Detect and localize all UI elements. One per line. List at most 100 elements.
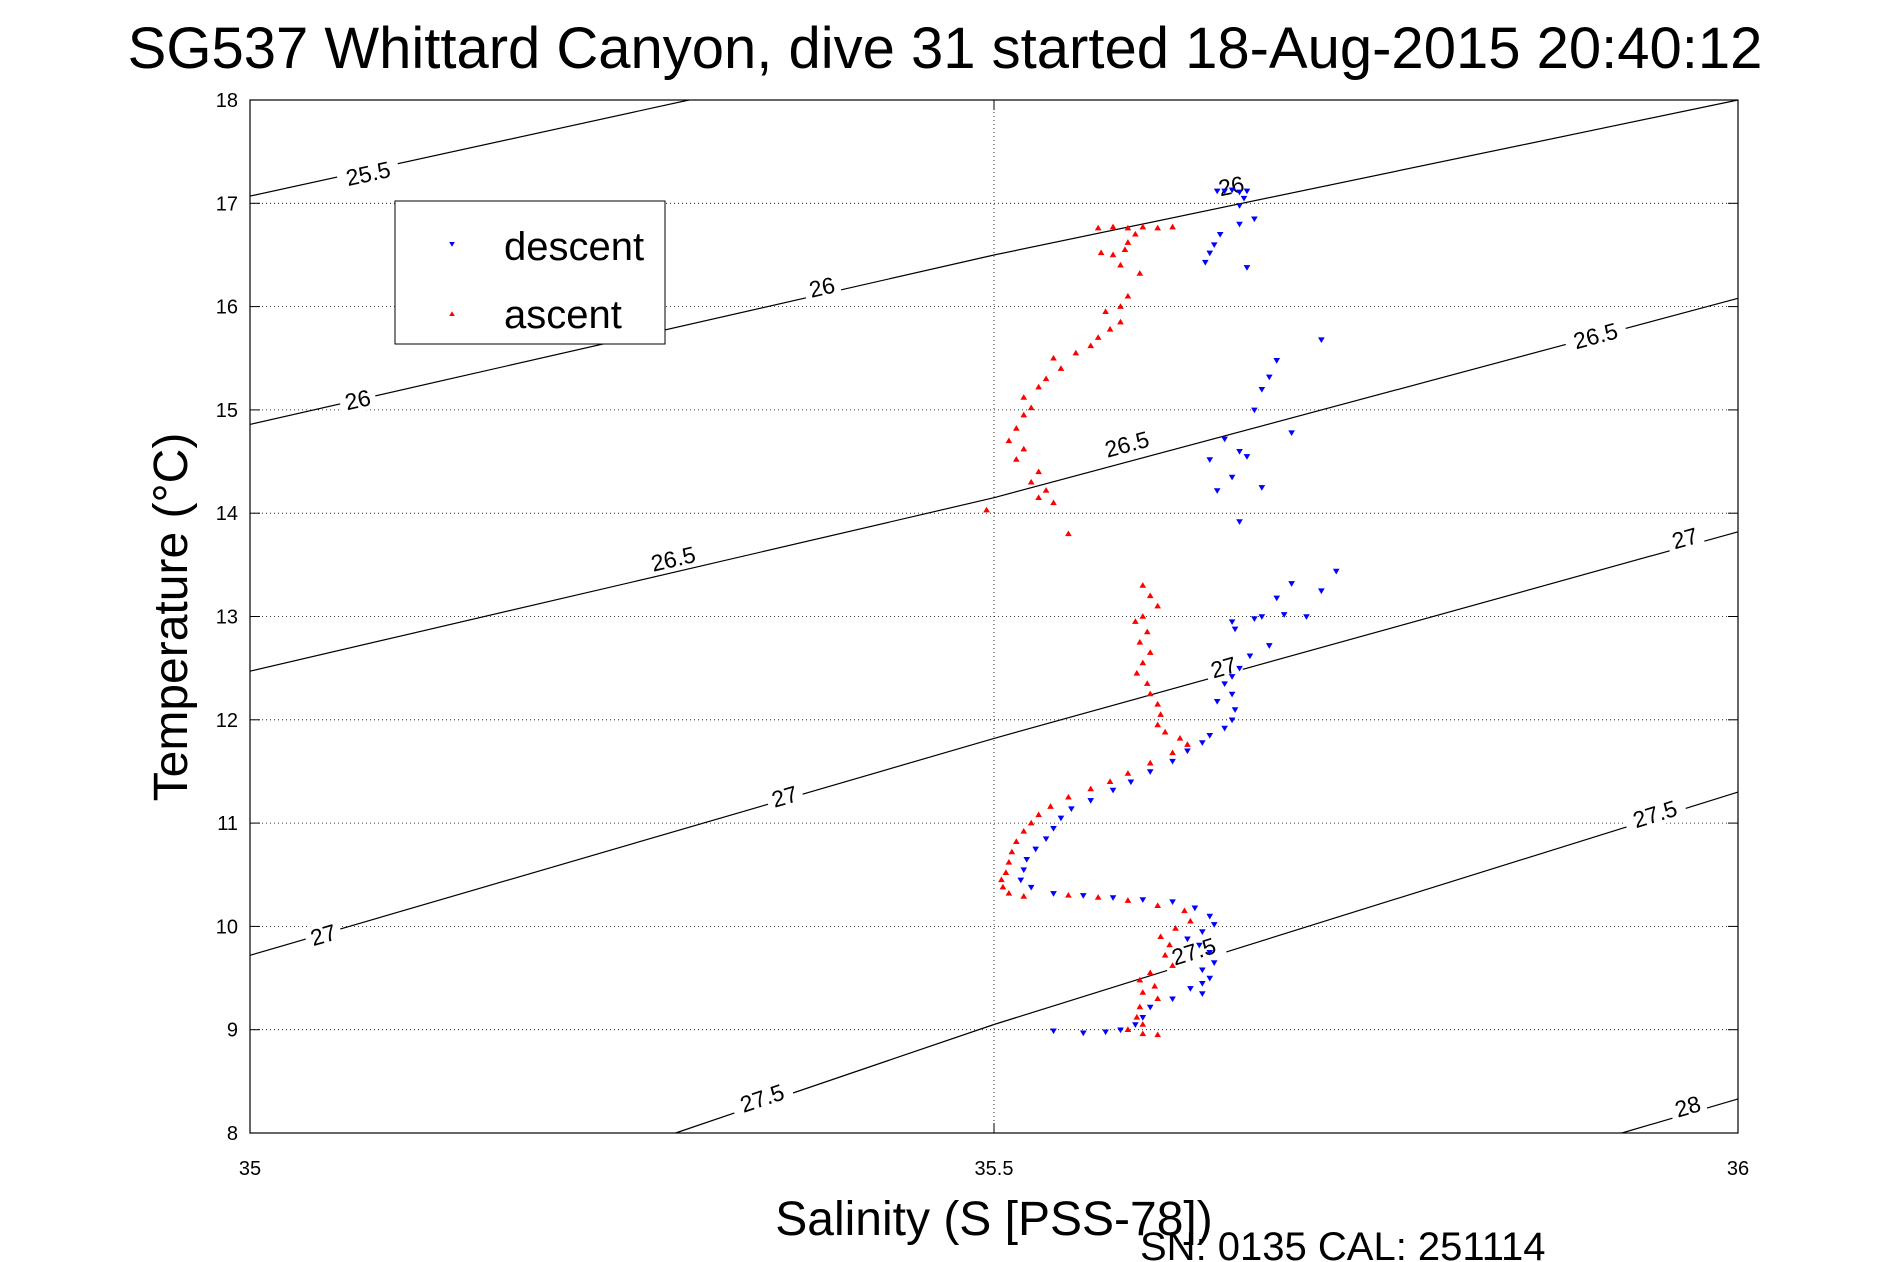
descent-point-65	[1050, 891, 1057, 897]
ascent-point-27	[1020, 411, 1028, 418]
ascent-point-67	[1012, 838, 1020, 844]
descent-point-77	[1210, 960, 1218, 966]
descent-point-33	[1303, 614, 1310, 620]
contour-label-bg-11	[1621, 793, 1689, 835]
descent-point-1	[1221, 188, 1228, 195]
x-axis-label: Salinity (S [PSS-78])	[775, 1193, 1212, 1246]
ascent-point-69	[1005, 858, 1013, 865]
ascent-point-36	[1050, 499, 1057, 506]
descent-point-30	[1318, 588, 1325, 595]
density-contour-3	[249, 531, 1739, 956]
descent-point-35	[1251, 616, 1258, 622]
descent-point-52	[1146, 769, 1154, 775]
legend: descent ascent	[394, 200, 666, 345]
descent-point-23	[1206, 457, 1214, 463]
contour-label-2: 26	[807, 272, 838, 303]
descent-point-6	[1236, 203, 1243, 209]
ascent-point-74	[1020, 893, 1028, 899]
ascent-point-87	[1136, 976, 1144, 983]
descent-point-7	[1251, 216, 1258, 223]
ascent-point-42	[1139, 613, 1147, 619]
ascent-point-48	[1133, 669, 1141, 676]
descent-point-70	[1191, 905, 1199, 912]
ascent-point-28	[1012, 425, 1020, 431]
contour-label-bg-12	[1160, 930, 1227, 973]
ascent-point-61	[1087, 785, 1095, 792]
ascent-point-40	[1146, 592, 1154, 599]
y-axis-label: Temperature (°C)	[145, 433, 198, 802]
ascent-point-34	[1042, 487, 1050, 493]
ascent-point-6	[1132, 230, 1139, 237]
ascent-point-10	[1097, 249, 1105, 256]
ascent-point-49	[1143, 680, 1151, 686]
descent-point-28	[1332, 568, 1340, 575]
ascent-point-44	[1143, 628, 1151, 635]
descent-point-47	[1221, 725, 1228, 732]
contour-label-bg-14	[1667, 1089, 1709, 1124]
ascent-point-79	[1181, 907, 1188, 914]
ascent-point-35	[1035, 494, 1042, 500]
ascent-point-72	[999, 883, 1007, 890]
descent-point-64	[1027, 884, 1035, 891]
ascent-point-32	[1035, 468, 1042, 475]
ascent-point-94	[1124, 1026, 1132, 1032]
density-contour-2	[249, 297, 1739, 672]
y-tick-label-2: 10	[216, 916, 238, 938]
descent-point-37	[1231, 626, 1239, 633]
descent-point-76	[1206, 949, 1214, 956]
ascent-point-39	[1139, 582, 1147, 588]
y-tick-label-1: 9	[227, 1020, 238, 1042]
ascent-point-71	[998, 876, 1005, 883]
descent-point-61	[1023, 856, 1031, 863]
y-tick-label-5: 13	[216, 607, 238, 629]
ascent-point-29	[1005, 437, 1013, 444]
chart-title: SG537 Whittard Canyon, dive 31 started 1…	[128, 16, 1763, 81]
ascent-point-86	[1146, 969, 1154, 976]
ascent-point-4	[1154, 224, 1162, 231]
descent-point-88	[1102, 1029, 1109, 1036]
contour-label-group-1: 26	[1211, 170, 1252, 202]
ascent-point-20	[1072, 349, 1080, 356]
descent-point-38	[1265, 643, 1273, 649]
ascent-point-58	[1146, 759, 1154, 766]
descent-point-59	[1042, 836, 1050, 842]
descent-point-60	[1032, 846, 1039, 853]
ascent-point-84	[1161, 951, 1169, 958]
ascent-point-24	[1035, 383, 1042, 390]
descent-point-41	[1228, 674, 1236, 680]
descent-point-50	[1184, 748, 1191, 755]
ascent-point-96	[1154, 1031, 1162, 1038]
descent-point-39	[1246, 653, 1254, 660]
descent-point-68	[1139, 897, 1147, 903]
ascent-point-85	[1169, 962, 1176, 968]
ascent-point-12	[1136, 270, 1144, 276]
descent-point-3	[1236, 189, 1243, 196]
ascent-point-17	[1106, 325, 1114, 332]
ascent-point-95	[1139, 1030, 1147, 1037]
ascent-point-63	[1047, 803, 1054, 809]
legend-box	[394, 200, 666, 345]
ascent-point-8	[1121, 246, 1129, 253]
contour-label-bg-4	[1562, 316, 1629, 356]
descent-point-44	[1213, 698, 1221, 705]
ascent-point-66	[1020, 827, 1028, 834]
descent-point-32	[1280, 612, 1288, 618]
series-descent	[1017, 187, 1340, 1037]
descent-point-73	[1198, 929, 1206, 935]
descent-point-9	[1216, 232, 1224, 238]
ascent-point-77	[1124, 897, 1132, 903]
descent-point-34	[1258, 614, 1266, 620]
ascent-point-9	[1109, 251, 1117, 258]
descent-point-85	[1139, 1015, 1147, 1021]
ascent-point-41	[1154, 602, 1162, 609]
series-ascent	[983, 223, 1194, 1038]
contour-label-group-3: 26	[337, 384, 378, 416]
descent-point-17	[1258, 386, 1266, 393]
ascent-point-75	[1065, 892, 1072, 898]
ascent-point-11	[1117, 261, 1124, 268]
descent-point-14	[1318, 337, 1325, 344]
ascent-point-93	[1139, 1021, 1147, 1027]
descent-point-69	[1169, 899, 1176, 905]
descent-point-48	[1206, 733, 1214, 739]
ascent-point-53	[1154, 721, 1162, 728]
